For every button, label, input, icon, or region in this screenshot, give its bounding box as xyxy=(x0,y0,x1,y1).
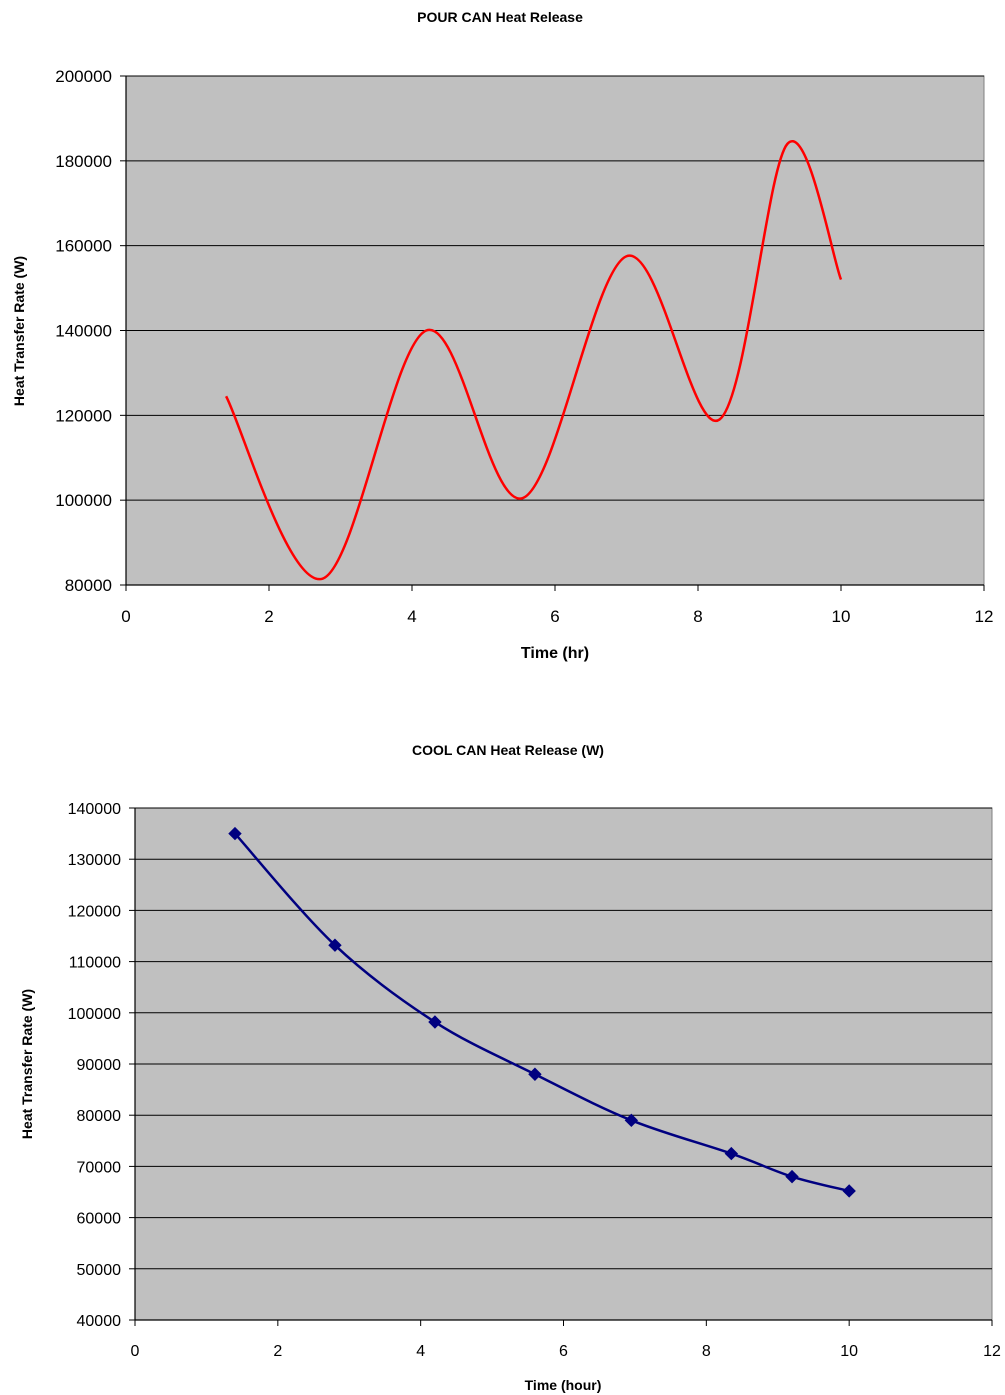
y-tick-label: 120000 xyxy=(55,406,112,425)
x-tick-label: 12 xyxy=(975,607,994,626)
chart-title: POUR CAN Heat Release xyxy=(417,9,583,25)
x-tick-label: 6 xyxy=(559,1343,568,1360)
x-tick-label: 2 xyxy=(264,607,273,626)
x-tick-label: 0 xyxy=(131,1343,140,1360)
chart-title: COOL CAN Heat Release (W) xyxy=(412,742,604,758)
x-tick-label: 4 xyxy=(407,607,416,626)
chart-cool-can: COOL CAN Heat Release (W) 40000 50000 6000… xyxy=(19,742,1001,1393)
x-tick-label: 6 xyxy=(550,607,559,626)
x-tick-label: 2 xyxy=(273,1343,282,1360)
y-tick-label: 130000 xyxy=(68,852,121,869)
x-tick-labels: 0 2 4 6 8 10 12 xyxy=(121,607,993,626)
y-tick-label: 140000 xyxy=(68,801,121,818)
y-tick-label: 120000 xyxy=(68,903,121,920)
x-tick-label: 12 xyxy=(983,1343,1001,1360)
y-tick-label: 100000 xyxy=(55,491,112,510)
y-axis-title: Heat Transfer Rate (W) xyxy=(19,989,35,1139)
y-tick-label: 40000 xyxy=(77,1313,122,1330)
y-tick-label: 80000 xyxy=(65,576,112,595)
x-tick-label: 10 xyxy=(832,607,851,626)
y-tick-label: 140000 xyxy=(55,322,112,341)
y-axis-title: Heat Transfer Rate (W) xyxy=(11,256,27,406)
y-tick-label: 90000 xyxy=(77,1057,122,1074)
x-tick-label: 10 xyxy=(840,1343,858,1360)
y-tick-label: 180000 xyxy=(55,152,112,171)
chart-pour-can: POUR CAN Heat Release 80000 100000 120000 1… xyxy=(11,9,993,662)
y-tick-label: 80000 xyxy=(77,1108,122,1125)
x-tick-label: 0 xyxy=(121,607,130,626)
y-tick-label: 200000 xyxy=(55,67,112,86)
y-tick-labels: 80000 100000 120000 140000 160000 180000 20000… xyxy=(55,67,112,595)
y-tick-label: 50000 xyxy=(77,1262,122,1279)
x-axis-title: Time (hour) xyxy=(525,1377,602,1393)
y-tick-label: 60000 xyxy=(77,1211,122,1228)
x-tick-label: 8 xyxy=(693,607,702,626)
x-tick-labels: 0 2 4 6 8 10 12 xyxy=(131,1343,1001,1360)
y-tick-label: 160000 xyxy=(55,237,112,256)
x-tick-label: 8 xyxy=(702,1343,711,1360)
y-tick-label: 110000 xyxy=(69,955,121,972)
y-tick-label: 100000 xyxy=(68,1006,121,1023)
x-axis-title: Time (hr) xyxy=(521,645,589,662)
y-tick-labels: 40000 50000 60000 70000 80000 90000 100000 1100… xyxy=(68,801,121,1330)
x-tick-label: 4 xyxy=(416,1343,425,1360)
y-tick-label: 70000 xyxy=(77,1159,122,1176)
